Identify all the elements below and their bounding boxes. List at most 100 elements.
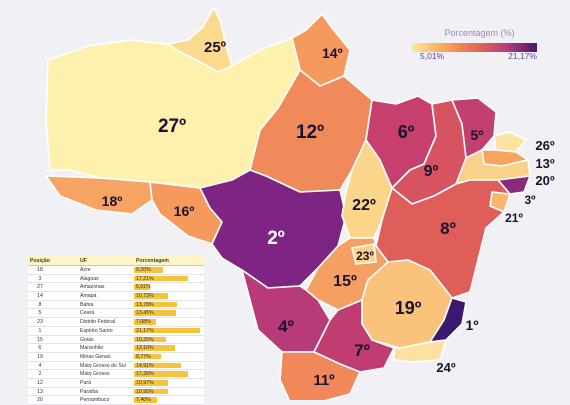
header-percentage: Porcentagem bbox=[136, 258, 169, 264]
percentage-bar bbox=[134, 362, 181, 369]
percentage-bar bbox=[134, 345, 175, 351]
table-body: 18 Acre 9,20% 3 Alagoas 17,21% 27 Amazonas 5,01%… bbox=[28, 266, 204, 405]
position-cell: 6 bbox=[38, 345, 42, 352]
position-cell: 14 bbox=[37, 293, 43, 300]
table-row: 23 Distrito Federal 7,08% bbox=[28, 318, 204, 327]
uf-cell: Bahia bbox=[80, 301, 94, 308]
rank-label-paraiba: 13º bbox=[535, 156, 554, 171]
percentage-cell: 10,97% bbox=[136, 379, 154, 386]
state-ceara bbox=[451, 97, 497, 159]
position-cell: 1 bbox=[38, 327, 42, 334]
percentage-cell: 13,45% bbox=[136, 310, 154, 317]
percentage-bar bbox=[134, 319, 157, 325]
table-header: Posição UF Porcentagem bbox=[28, 256, 204, 266]
percentage-bar bbox=[134, 371, 188, 377]
uf-cell: Alagoas bbox=[80, 275, 99, 282]
position-cell: 15 bbox=[37, 336, 43, 343]
uf-cell: Ceará bbox=[80, 310, 95, 317]
percentage-bar bbox=[134, 379, 169, 386]
percentage-bar bbox=[134, 310, 176, 317]
rank-label-piaui: 9º bbox=[424, 163, 439, 180]
position-cell: 3 bbox=[38, 275, 42, 282]
table-row: 19 Minas Gerais 8,77% bbox=[28, 352, 204, 362]
table-row: 13 Paraíba 10,95% bbox=[28, 387, 204, 397]
state-parana bbox=[279, 351, 361, 400]
rank-label-amapa: 14º bbox=[322, 45, 343, 61]
uf-cell: Mato Grosso bbox=[80, 371, 110, 378]
position-cell: 20 bbox=[37, 397, 43, 404]
table-row: 15 Goiás 10,25% bbox=[28, 335, 204, 345]
uf-cell: Pará bbox=[80, 379, 91, 386]
rank-label-sao-paulo: 7º bbox=[354, 341, 370, 360]
percentage-cell: 13,78% bbox=[136, 301, 154, 308]
rank-label-amazonas: 27º bbox=[158, 116, 186, 137]
rank-label-rondonia: 16º bbox=[174, 203, 195, 219]
rank-label-maranhao: 6º bbox=[398, 122, 415, 142]
position-cell: 27 bbox=[37, 284, 43, 291]
rank-label-rio-de-janeiro: 24º bbox=[436, 360, 455, 375]
percentage-bar bbox=[134, 275, 188, 282]
uf-cell: Pernambuco bbox=[80, 397, 110, 404]
rank-label-mato-grosso-do-sul: 4º bbox=[278, 317, 294, 336]
rank-label-parana: 11º bbox=[313, 372, 335, 389]
rank-label-espirito-santo: 1º bbox=[466, 317, 479, 333]
rank-label-tocantins: 22º bbox=[352, 197, 376, 214]
rank-label-mato-grosso: 2º bbox=[267, 228, 285, 249]
percentage-cell: 21,17% bbox=[136, 327, 154, 334]
position-cell: 12 bbox=[37, 379, 43, 386]
header-uf: UF bbox=[80, 258, 87, 264]
legend-gradient-bar bbox=[412, 43, 537, 52]
percentage-cell: 9,20% bbox=[136, 267, 151, 273]
percentage-cell: 8,77% bbox=[136, 353, 151, 360]
percentage-cell: 10,73% bbox=[136, 293, 154, 300]
state-rio-grande-do-norte bbox=[493, 131, 527, 153]
percentage-bar bbox=[134, 267, 163, 273]
uf-cell: Espírito Santo bbox=[80, 327, 113, 334]
uf-cell: Amazonas bbox=[80, 284, 105, 291]
table-row: 14 Amapá 10,73% bbox=[28, 292, 204, 301]
position-cell: 2 bbox=[38, 371, 42, 378]
rank-label-distrito-federal: 23º bbox=[356, 249, 374, 263]
position-cell: 23 bbox=[37, 319, 43, 326]
position-cell: 19 bbox=[37, 353, 43, 360]
header-position: Posição bbox=[30, 258, 50, 264]
uf-cell: Goiás bbox=[80, 336, 94, 343]
percentage-cell: 7,40% bbox=[136, 397, 151, 404]
rank-label-bahia: 8º bbox=[440, 219, 456, 238]
uf-cell: Acre bbox=[80, 267, 91, 273]
rank-label-minas-gerais: 19º bbox=[395, 298, 422, 318]
table-row: 8 Bahia 13,78% bbox=[28, 300, 204, 310]
uf-cell: Minas Gerais bbox=[80, 353, 111, 360]
percentage-cell: 17,26% bbox=[136, 371, 154, 378]
table-row: 6 Maranhão 13,10% bbox=[28, 344, 204, 353]
ranking-table: Posição UF Porcentagem 18 Acre 9,20% 3 Alago… bbox=[28, 256, 204, 405]
rank-label-rio-grande-do-norte: 26º bbox=[535, 138, 554, 153]
table-row: 1 Espírito Santo 21,17% bbox=[28, 326, 204, 336]
state-distrito-federal bbox=[351, 243, 377, 265]
table-row: 3 Alagoas 17,21% bbox=[28, 274, 204, 284]
percentage-bar bbox=[134, 301, 177, 308]
position-cell: 5 bbox=[38, 310, 42, 317]
table-row: 27 Amazonas 5,01% bbox=[28, 283, 204, 293]
percentage-cell: 7,08% bbox=[136, 319, 151, 326]
table-row: 4 Mato Grosso do Sul 14,91% bbox=[28, 361, 204, 371]
position-cell: 18 bbox=[37, 267, 43, 273]
legend-title: Porcentagem (%) bbox=[444, 28, 515, 38]
percentage-bar bbox=[134, 388, 169, 395]
table-row: 12 Pará 10,97% bbox=[28, 378, 204, 388]
rank-label-goias: 15º bbox=[333, 273, 357, 290]
rank-label-pernambuco: 20º bbox=[535, 173, 554, 188]
rank-label-roraima: 25º bbox=[204, 39, 227, 56]
percentage-bar bbox=[134, 293, 168, 299]
rank-label-acre: 18º bbox=[102, 193, 123, 209]
percentage-bar bbox=[134, 336, 166, 343]
percentage-bar bbox=[134, 284, 150, 290]
rank-label-sergipe: 21º bbox=[505, 211, 523, 225]
rank-label-ceara: 5º bbox=[471, 127, 484, 143]
rank-label-alagoas: 3º bbox=[524, 193, 536, 207]
position-cell: 4 bbox=[38, 362, 42, 369]
rank-label-para: 12º bbox=[296, 122, 324, 143]
uf-cell: Maranhão bbox=[80, 345, 104, 352]
uf-cell: Mato Grosso do Sul bbox=[80, 362, 126, 369]
percentage-cell: 13,10% bbox=[136, 345, 154, 352]
